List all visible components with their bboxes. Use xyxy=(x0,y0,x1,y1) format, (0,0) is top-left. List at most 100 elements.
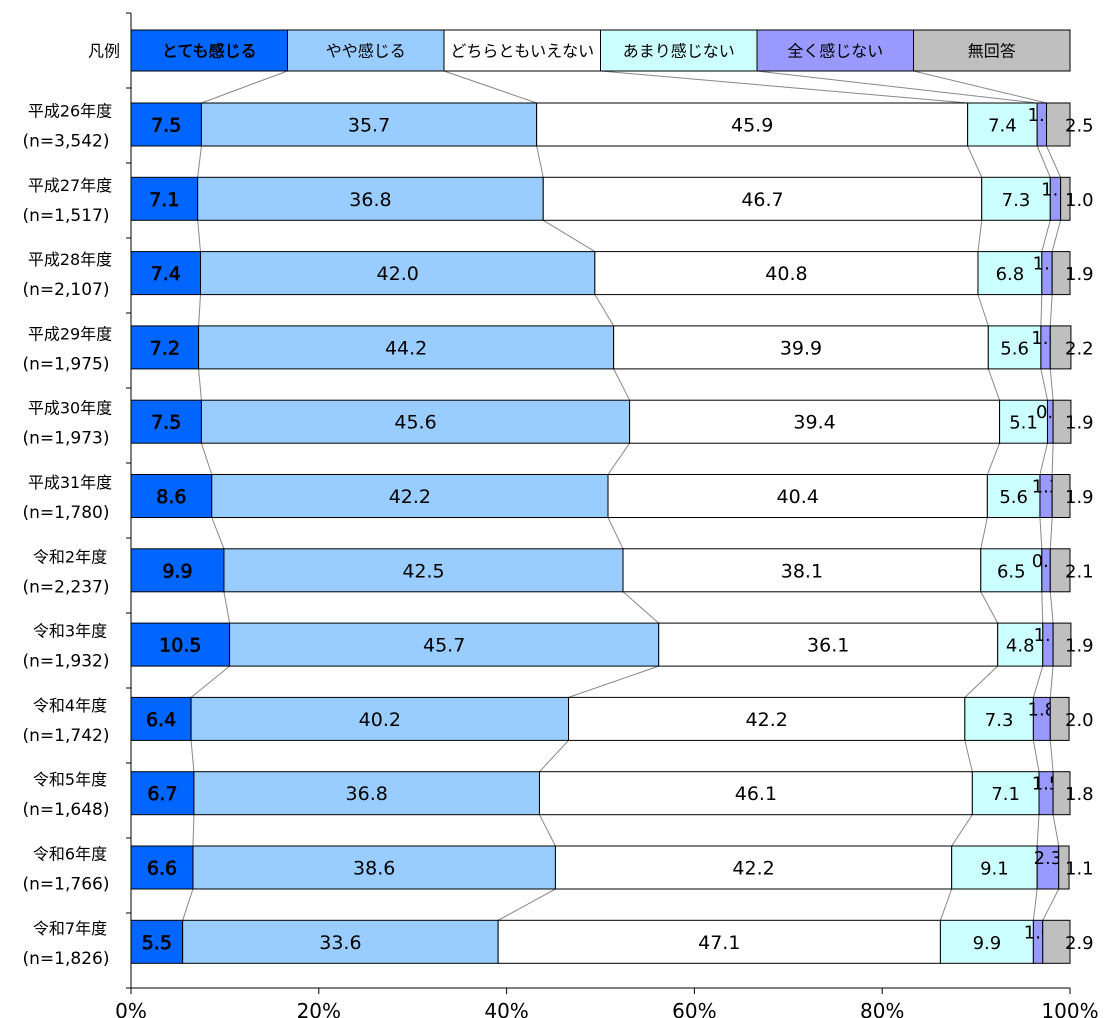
bar-segment xyxy=(536,102,969,147)
category-label: 令和5年度 xyxy=(33,770,107,789)
connector-line xyxy=(986,443,1001,475)
legend-label: 全く感じない xyxy=(787,42,883,61)
data-label: 38.1 xyxy=(781,560,823,582)
data-label: 9.9 xyxy=(973,933,1002,954)
data-label: 2.3 xyxy=(1034,848,1063,869)
legend-swatch xyxy=(913,29,1071,72)
connector-line xyxy=(190,740,195,772)
connector-line xyxy=(964,665,999,698)
data-label: 42.0 xyxy=(377,263,419,285)
connector-line xyxy=(1039,517,1043,549)
category-label: 平成30年度 xyxy=(28,399,112,418)
category-label: 令和2年度 xyxy=(33,547,107,566)
connector-line xyxy=(1049,517,1053,549)
data-label: 6.7 xyxy=(147,783,177,805)
data-label: 5.1 xyxy=(1009,413,1038,434)
bar-segment xyxy=(1049,325,1072,370)
data-label: 35.7 xyxy=(348,115,390,137)
legend-label: 無回答 xyxy=(968,42,1016,61)
bar-segment xyxy=(951,845,1038,890)
bar-segment xyxy=(130,102,202,147)
connector-line xyxy=(1042,888,1060,921)
connector-line xyxy=(182,888,194,921)
data-label: 7.5 xyxy=(151,412,181,434)
data-label: 1.8 xyxy=(1065,784,1094,805)
connector-line xyxy=(1049,368,1054,401)
data-label: 36.8 xyxy=(346,783,388,805)
data-label: 9.1 xyxy=(980,859,1009,880)
category-n-label: (n=1,766) xyxy=(23,875,110,895)
data-label: 45.9 xyxy=(731,115,773,137)
connector-line xyxy=(951,814,973,847)
data-label: 7.4 xyxy=(988,116,1017,137)
data-label: 10.5 xyxy=(159,635,201,657)
data-label: 40.4 xyxy=(777,486,819,508)
data-label: 42.2 xyxy=(389,486,431,508)
bar-segment xyxy=(130,176,199,221)
category-n-label: (n=2,107) xyxy=(23,280,110,300)
category-label: 令和3年度 xyxy=(33,622,107,641)
data-label: 39.9 xyxy=(780,337,822,359)
connector-line xyxy=(913,70,1047,104)
bar-segment xyxy=(1060,176,1071,221)
data-label: 42.2 xyxy=(732,858,774,880)
connector-line xyxy=(1051,443,1054,475)
bar-segment xyxy=(130,845,194,890)
data-label: 45.6 xyxy=(394,412,436,434)
legend-swatch xyxy=(443,29,601,72)
category-label: 平成29年度 xyxy=(28,324,112,343)
connector-line xyxy=(1039,443,1048,475)
category-label: 平成27年度 xyxy=(28,176,112,195)
data-label: 47.1 xyxy=(698,932,740,954)
category-n-label: (n=1,648) xyxy=(23,800,110,820)
data-label: 40.8 xyxy=(765,263,807,285)
bar-segment xyxy=(1052,622,1072,667)
data-label: 46.1 xyxy=(735,783,777,805)
connector-line xyxy=(198,294,201,326)
bars: 平成26年度 (n=3,542) 7.5 35.7 45.9 7.4 1.0 2.5 平成27年… xyxy=(23,102,1094,969)
connector-line xyxy=(1049,294,1053,326)
data-label: 6.6 xyxy=(147,858,177,880)
data-label: 1.8 xyxy=(1028,699,1057,720)
connector-line xyxy=(201,70,288,104)
data-label: 7.5 xyxy=(151,115,181,137)
bar-segment xyxy=(1046,102,1071,147)
bar-segment xyxy=(182,919,499,964)
connector-line xyxy=(200,443,213,475)
connector-line xyxy=(197,145,202,178)
bar-segment xyxy=(981,176,1051,221)
x-tick-label: 80% xyxy=(860,999,904,1018)
connector-line xyxy=(1032,888,1038,921)
bar-segment xyxy=(130,696,192,741)
data-label: 2.2 xyxy=(1065,338,1094,359)
bar-segment xyxy=(986,474,1041,518)
connector-line xyxy=(1049,591,1054,624)
bar-segment xyxy=(130,771,195,816)
data-label: 2.5 xyxy=(1065,116,1094,137)
data-label: 2.0 xyxy=(1065,710,1094,731)
data-label: 9.9 xyxy=(162,560,192,582)
connector-line xyxy=(594,294,615,327)
connector-line xyxy=(980,591,999,624)
connector-line xyxy=(198,368,202,401)
connector-line xyxy=(964,740,973,772)
x-tick-label: 100% xyxy=(1041,999,1098,1018)
category-n-label: (n=1,973) xyxy=(23,429,110,449)
data-label: 4.8 xyxy=(1006,636,1035,657)
data-label: 33.6 xyxy=(319,932,361,954)
bar-segment xyxy=(1049,548,1071,593)
bar-segment xyxy=(130,251,201,296)
bar-segment xyxy=(1052,771,1071,816)
connector-line xyxy=(539,814,556,847)
data-label: 42.2 xyxy=(746,709,788,731)
bar-segment xyxy=(200,399,631,444)
connector-line xyxy=(1052,814,1060,847)
data-label: 5.5 xyxy=(142,932,172,954)
data-label: 40.2 xyxy=(359,709,401,731)
connector-line xyxy=(197,220,201,252)
bar-segment xyxy=(211,474,609,518)
connector-line xyxy=(497,888,556,921)
bar-segment xyxy=(594,251,979,296)
category-label: 令和4年度 xyxy=(33,696,107,715)
